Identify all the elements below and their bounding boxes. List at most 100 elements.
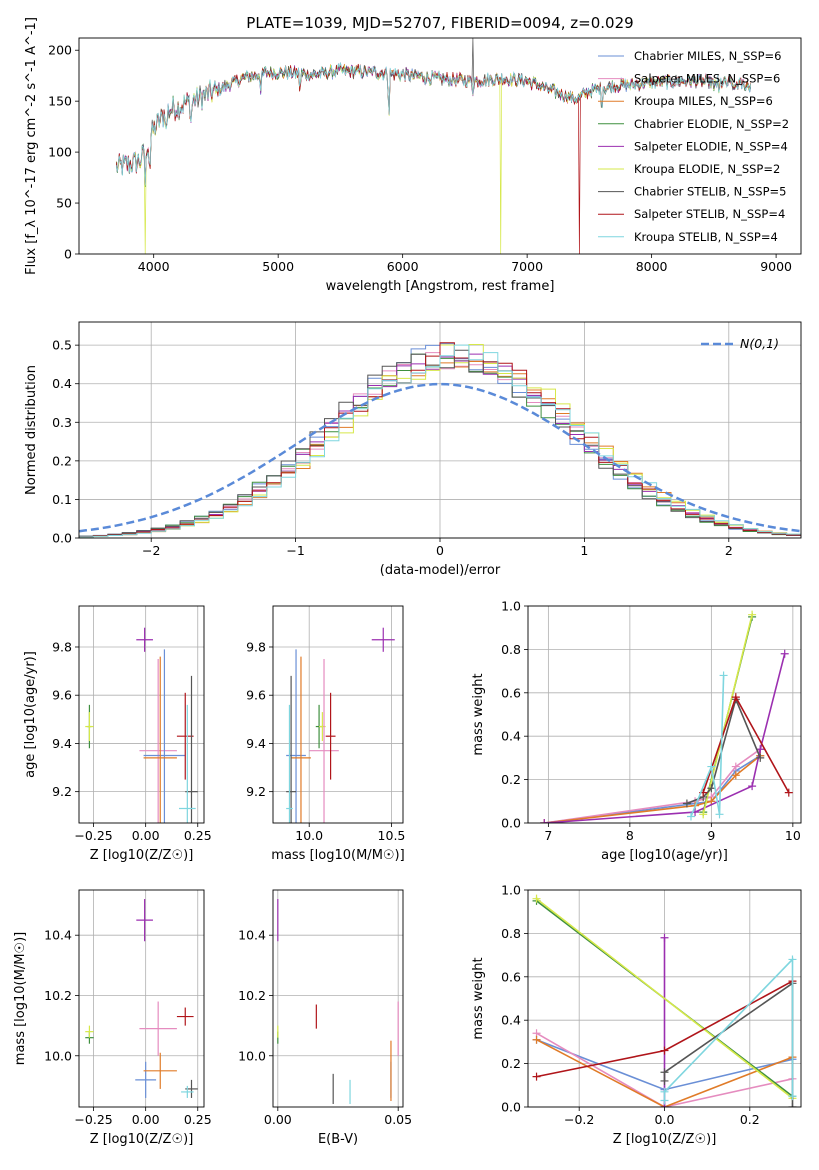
x-axis-label: age [log10(age/yr)] [601,848,728,863]
x-tick-label: 0 [436,543,444,558]
x-axis-label: wavelength [Angstrom, rest frame] [326,279,555,294]
weight-marker-salpeter_elodie [756,745,765,754]
weight-marker-kroupa_stelib [686,812,695,821]
x-tick-label: 7000 [511,259,543,274]
y-tick-label: 0.3 [52,415,72,430]
x-axis-label: Z [log10(Z/Z☉)] [90,1132,194,1147]
x-axis-label: (data-model)/error [380,563,501,578]
y-tick-label: 9.2 [246,784,266,799]
plot-area-spectrum [115,38,752,254]
panel-mass_vs_Z: −0.25 0.00 0.25 10.0 10.2 10.4 Z [log10(Z/Z☉)]… [13,889,212,1147]
y-tick-label: 9.4 [246,736,266,751]
axes-frame [78,37,802,255]
weight-marker-salpeter_stelib [532,1072,541,1081]
y-axis-label: Flux [f_λ 10^-17 erg cm^-2 s^-1 A^-1] [24,17,39,275]
y-tick-label: 9.2 [52,784,72,799]
weight-marker-salpeter_elodie [780,649,789,658]
weight-line-salpeter_stelib [702,695,790,793]
axes-frame [527,605,802,824]
legend-label-normal: N(0,1) [740,336,779,351]
errorbar-salpeter_elodie [136,899,153,942]
weight-line-salpeter_miles [536,1032,793,1107]
weight-marker-kroupa_stelib [788,955,797,964]
y-tick-label: 150 [48,94,72,109]
y-tick-label: 0.0 [52,531,72,546]
errorbar-kroupa_elodie [319,712,326,742]
panel-age_vs_Z: −0.25 0.00 0.25 9.2 9.4 9.6 9.8 Z [log10(Z/Z☉)]… [23,605,212,863]
x-tick-label: 10.5 [378,828,406,843]
legend-label-chabrier_miles: Chabrier MILES, N_SSP=6 [634,49,781,63]
y-tick-label: 0.8 [501,926,521,941]
axes-frame [272,889,404,1108]
errorbar-salpeter_elodie [136,627,153,652]
weight-line-salpeter_miles [544,748,761,823]
weight-marker-chabrier_stelib [788,1103,797,1107]
x-tick-label: 0.00 [132,828,160,843]
panel-mass_vs_ebv: 0.00 0.05 10.0 10.2 10.4 E(B-V) [238,889,412,1147]
weight-marker-kroupa_miles [532,1035,541,1044]
errorbar-salpeter_elodie [371,627,395,652]
x-tick-label: −0.25 [74,1112,112,1127]
weight-marker-chabrier_stelib [660,1068,669,1077]
panel-weight_vs_Z: −0.2 0.0 0.2 0.0 0.2 0.4 0.6 0.8 1.0 Z [log10(Z/Z… [471,883,802,1147]
x-tick-label: 0.2 [740,1112,760,1127]
y-tick-label: 100 [48,145,72,160]
y-tick-label: 10.2 [238,988,266,1003]
panel-weight_vs_age: 7 8 9 10 0.0 0.2 0.4 0.6 0.8 1.0 age [log10(age/yr… [471,599,802,863]
weight-marker-chabrier_stelib [660,1076,669,1085]
y-tick-label: 0.6 [501,969,521,984]
panel-spectrum: 4000 5000 6000 7000 8000 9000 0 50 100 150 200 wave… [24,17,802,294]
x-axis-label: Z [log10(Z/Z☉)] [613,1132,717,1147]
legend-label-chabrier_stelib: Chabrier STELIB, N_SSP=5 [634,185,786,199]
errorbar-salpeter_miles [139,659,177,823]
y-tick-label: 0.4 [501,1013,521,1028]
weight-marker-chabrier_stelib [682,799,691,808]
y-axis-label: mass [log10(M/M☉)] [13,932,28,1065]
x-axis-label: E(B-V) [318,1132,358,1147]
weight-line-kroupa_elodie [702,614,753,815]
x-tick-label: 0.0 [655,1112,675,1127]
axes-frame [78,605,205,824]
spectrum-line-kroupa_stelib [115,62,752,186]
y-tick-label: 0.5 [52,338,72,353]
x-tick-label: 6000 [387,259,419,274]
errorbar-salpeter_stelib [325,692,336,780]
weight-marker-chabrier_stelib [756,753,765,762]
y-tick-label: 1.0 [501,599,521,614]
histogram-kroupa_stelib [79,344,801,538]
weight-line-kroupa_elodie [536,898,793,1099]
y-tick-label: 0.8 [501,642,521,657]
x-tick-label: 5000 [262,259,294,274]
weight-marker-kroupa_elodie [532,894,541,903]
legend-label-kroupa_elodie: Kroupa ELODIE, N_SSP=2 [634,162,780,176]
errorbar-kroupa_miles [291,656,311,823]
legend-label-salpeter_miles: Salpeter MILES, N_SSP=6 [634,72,780,86]
legend-label-salpeter_stelib: Salpeter STELIB, N_SSP=4 [634,207,785,221]
y-axis-label: Normed distribution [24,365,39,495]
y-axis-label: mass weight [471,957,486,1039]
plot-area-mass_vs_ebv [277,899,399,1104]
weight-marker-kroupa_stelib [707,762,716,771]
axes-frame [527,889,802,1108]
axes-frame [78,321,802,539]
figure-title: PLATE=1039, MJD=52707, FIBERID=0094, z=0… [246,14,633,32]
errorbar-kroupa_miles [143,1052,177,1089]
y-axis-label: mass weight [471,673,486,755]
x-tick-label: −1 [286,543,304,558]
y-tick-label: 0.6 [501,685,521,700]
x-tick-label: 10 [785,828,801,843]
errorbar-chabrier_miles [135,1061,157,1098]
errorbar-salpeter_miles [309,659,339,823]
weight-marker-salpeter_elodie [540,819,549,823]
x-tick-label: 4000 [138,259,170,274]
errorbar-kroupa_stelib [179,704,196,823]
errorbar-kroupa_stelib [286,704,293,823]
plot-area-weight_vs_Z [532,894,797,1107]
weight-marker-kroupa_elodie [748,610,757,619]
weight-line-salpeter_elodie [544,653,786,823]
y-tick-label: 0.4 [52,376,72,391]
panel-residuals: −2 −1 0 1 2 0.0 0.1 0.2 0.3 0.4 0.5 (data-model)/er… [24,321,802,578]
weight-marker-salpeter_stelib [660,1046,669,1055]
weight-marker-chabrier_stelib [707,784,716,793]
x-tick-label: 8 [626,828,634,843]
